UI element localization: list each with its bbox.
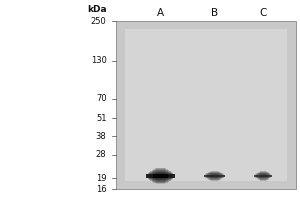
- Bar: [156, 168, 165, 184]
- Bar: [210, 171, 219, 181]
- Text: 38: 38: [96, 132, 106, 141]
- Bar: [211, 171, 218, 181]
- Bar: [255, 174, 271, 178]
- Bar: [153, 169, 168, 183]
- Bar: [155, 168, 166, 183]
- Bar: [256, 173, 270, 178]
- Text: 19: 19: [96, 174, 106, 183]
- Bar: [259, 172, 268, 180]
- Bar: [254, 175, 272, 177]
- Bar: [260, 171, 266, 181]
- Bar: [257, 173, 269, 179]
- Bar: [204, 175, 225, 177]
- Text: 16: 16: [96, 184, 106, 194]
- Text: 51: 51: [96, 114, 106, 123]
- Bar: [146, 174, 175, 178]
- Text: 70: 70: [96, 94, 106, 103]
- Text: 28: 28: [96, 150, 106, 159]
- Bar: [146, 174, 175, 178]
- Bar: [116, 21, 296, 189]
- Text: A: A: [157, 8, 164, 18]
- Text: 250: 250: [91, 17, 106, 25]
- Bar: [208, 172, 221, 180]
- Text: kDa: kDa: [87, 5, 106, 15]
- Text: B: B: [211, 8, 218, 18]
- Bar: [205, 174, 224, 178]
- Bar: [204, 175, 225, 177]
- Bar: [153, 174, 168, 178]
- Bar: [150, 171, 171, 181]
- Text: 130: 130: [91, 56, 106, 65]
- Text: C: C: [260, 8, 267, 18]
- Bar: [254, 175, 272, 177]
- Bar: [207, 173, 222, 179]
- Bar: [260, 171, 267, 181]
- Bar: [258, 172, 268, 180]
- Bar: [149, 172, 172, 180]
- Bar: [124, 29, 286, 181]
- Bar: [206, 173, 223, 178]
- Bar: [209, 172, 220, 180]
- Bar: [152, 170, 169, 182]
- Bar: [148, 173, 173, 179]
